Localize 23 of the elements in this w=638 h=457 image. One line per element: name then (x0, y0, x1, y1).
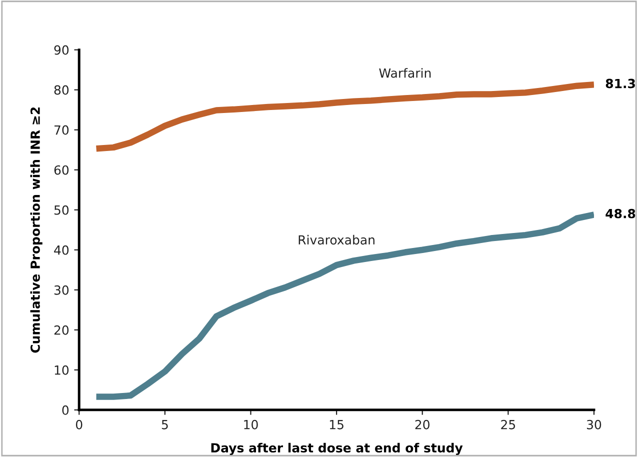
y-tick-label: 0 (62, 405, 69, 415)
x-tick-label: 20 (415, 420, 430, 430)
y-tick-label: 70 (54, 125, 69, 135)
y-tick-label: 20 (54, 325, 69, 335)
y-tick-label: 30 (54, 285, 69, 295)
y-tick-label: 90 (54, 45, 69, 55)
data-label: 48.8 (606, 208, 636, 218)
x-tick-label: 5 (162, 420, 168, 430)
y-axis-title: Cumulative Proportion with INR ≥2 (30, 107, 42, 353)
data-label: 81.3 (606, 78, 635, 88)
x-axis-title: Days after last dose at end of study (211, 442, 463, 456)
y-tick-label: 50 (54, 205, 69, 215)
x-tick-label: 10 (244, 420, 258, 430)
y-tick-label: 10 (54, 365, 69, 375)
y-tick-label: 40 (54, 245, 69, 255)
x-tick-label: 15 (330, 420, 344, 430)
series-label: Rivaroxaban (298, 234, 374, 245)
x-tick-label: 30 (586, 420, 602, 430)
y-tick-label: 80 (54, 85, 69, 95)
x-tick-label: 0 (76, 420, 82, 430)
series-label: Warfarin (379, 68, 431, 78)
x-tick-label: 25 (501, 420, 516, 430)
y-tick-label: 60 (54, 165, 69, 175)
